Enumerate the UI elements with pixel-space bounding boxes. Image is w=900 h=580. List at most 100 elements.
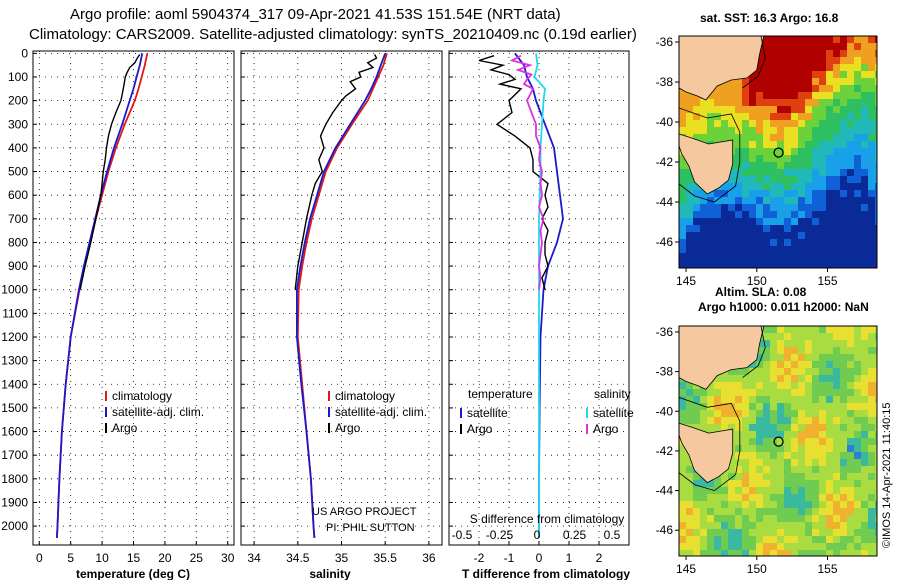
map-cell — [805, 92, 813, 100]
map-cell — [868, 225, 876, 233]
map-cell — [875, 347, 877, 355]
map-cell — [861, 127, 869, 135]
map-cell — [819, 501, 827, 509]
map-cell — [714, 550, 722, 556]
map-cell — [756, 148, 764, 156]
project-annotation: US ARGO PROJECT — [312, 506, 417, 518]
map-cell — [735, 211, 743, 219]
map-cell — [819, 494, 827, 502]
map-cell — [812, 246, 820, 254]
map-cell — [805, 134, 813, 142]
map-cell — [861, 225, 869, 233]
map-cell — [714, 92, 722, 100]
map-cell — [819, 141, 827, 149]
map-cell — [791, 64, 799, 72]
map-cell — [756, 127, 764, 135]
map-cell — [833, 501, 841, 509]
map-cell — [770, 85, 778, 93]
map-cell — [798, 445, 806, 453]
map-cell — [875, 494, 877, 502]
map-cell — [861, 197, 869, 205]
tasmania-land — [679, 422, 734, 484]
x-tick-label: 35 — [335, 551, 349, 565]
map-cell — [756, 354, 764, 362]
map-cell — [700, 246, 708, 254]
map-cell — [861, 43, 869, 51]
map-cell — [777, 543, 785, 551]
map-cell — [756, 225, 764, 233]
map-cell — [686, 382, 694, 390]
x-tick-label: 20 — [158, 551, 172, 565]
map-cell — [756, 431, 764, 439]
map-cell — [749, 92, 757, 100]
map-cell — [868, 473, 876, 481]
map-cell — [875, 375, 877, 383]
map-cell — [819, 473, 827, 481]
map-cell — [735, 85, 743, 93]
map-cell — [770, 403, 778, 411]
map-cell — [714, 487, 722, 495]
map-cell — [686, 204, 694, 212]
map-cell — [805, 232, 813, 240]
map-cell — [714, 211, 722, 219]
map-cell — [826, 550, 834, 556]
map-cell — [749, 396, 757, 404]
map-cell — [819, 487, 827, 495]
map-cell — [714, 522, 722, 530]
map-cell — [826, 333, 834, 341]
map-cell — [840, 155, 848, 163]
map-cell — [812, 260, 820, 268]
map-cell — [742, 155, 750, 163]
map-cell — [840, 71, 848, 79]
map-cell — [735, 141, 743, 149]
map-cell — [777, 361, 785, 369]
map-cell — [833, 396, 841, 404]
map-cell — [700, 211, 708, 219]
map-cell — [798, 253, 806, 261]
map-cell — [749, 550, 757, 556]
map-cell — [826, 176, 834, 184]
legend-label: satellite-adj. clim. — [112, 405, 204, 419]
map-cell — [833, 64, 841, 72]
map-cell — [840, 43, 848, 51]
map-cell — [819, 445, 827, 453]
map-cell — [875, 354, 877, 362]
map-cell — [791, 239, 799, 247]
map-cell — [770, 501, 778, 509]
map-cell — [812, 326, 820, 334]
map-cell — [679, 445, 687, 453]
map-cell — [721, 99, 729, 107]
map-cell — [847, 354, 855, 362]
map-cell — [791, 134, 799, 142]
map-cell — [868, 543, 876, 551]
map-cell — [819, 410, 827, 418]
map-cell — [777, 452, 785, 460]
map-cell — [728, 424, 736, 432]
map-cell — [798, 183, 806, 191]
map-cell — [728, 225, 736, 233]
map-cell — [798, 36, 806, 44]
map-cell — [714, 260, 722, 268]
map-cell — [756, 134, 764, 142]
map-cell — [861, 183, 869, 191]
map-cell — [798, 85, 806, 93]
map-cell — [784, 99, 792, 107]
map-cell — [875, 253, 877, 261]
map-cell — [735, 473, 743, 481]
map-cell — [791, 57, 799, 65]
map-cell — [714, 197, 722, 205]
map-cell — [833, 361, 841, 369]
map-cell — [728, 204, 736, 212]
map-cell — [742, 445, 750, 453]
map-cell — [756, 162, 764, 170]
y-tick-label: 600 — [8, 188, 28, 202]
y-tick-label: 1600 — [1, 425, 28, 439]
map-cell — [847, 501, 855, 509]
map-cell — [833, 410, 841, 418]
map-cell — [763, 155, 771, 163]
map-cell — [749, 246, 757, 254]
map-cell — [812, 480, 820, 488]
map-cell — [742, 169, 750, 177]
map-cell — [819, 43, 827, 51]
map-cell — [812, 354, 820, 362]
